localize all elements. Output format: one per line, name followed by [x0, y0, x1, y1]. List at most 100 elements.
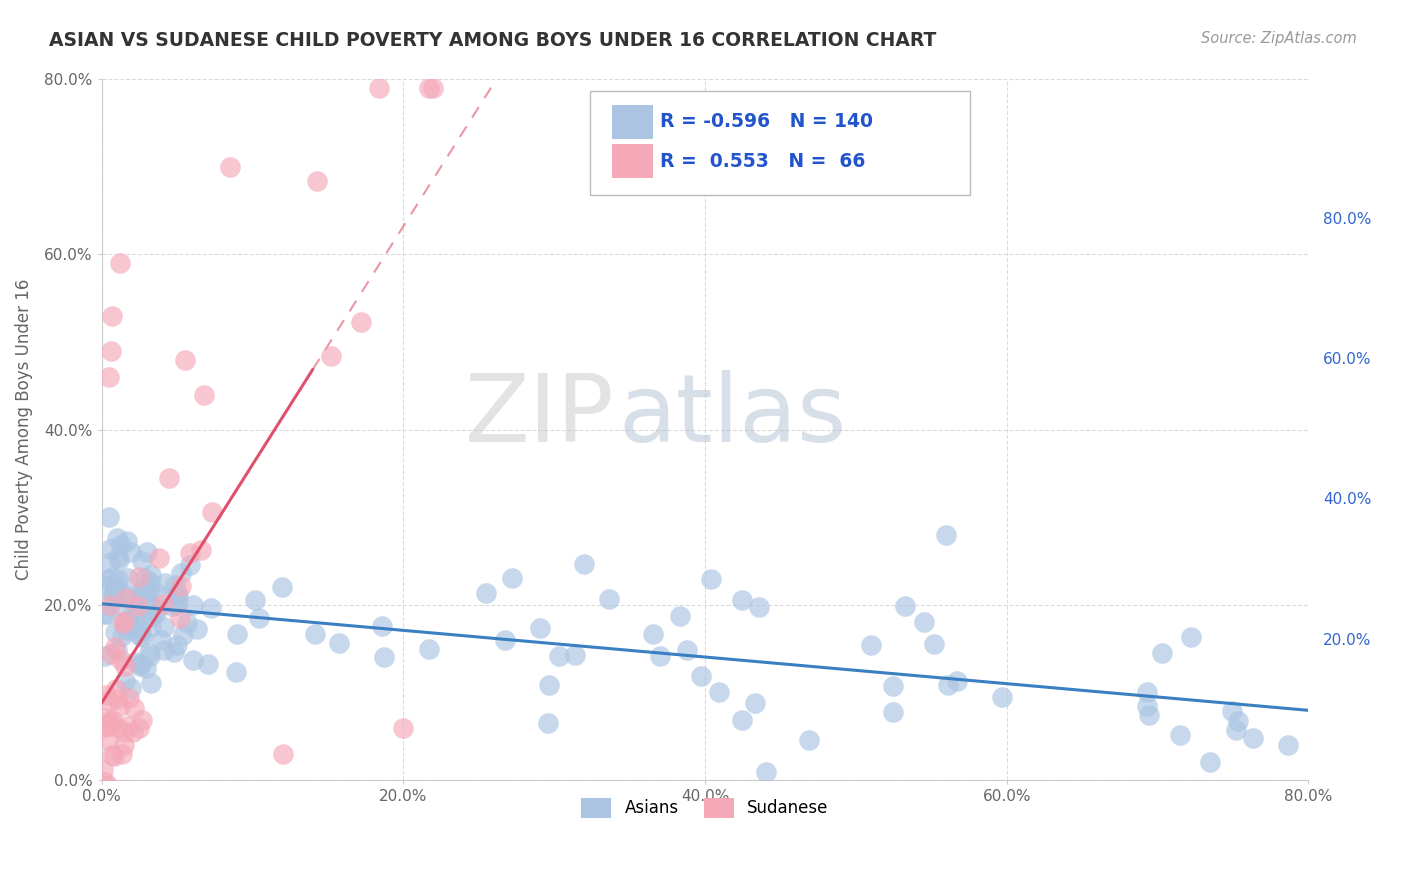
- Point: [1180, 630, 1202, 644]
- Point: [122, 725, 145, 739]
- Point: [474, 586, 496, 600]
- Point: [114, 674, 136, 689]
- Point: [104, 640, 127, 654]
- Point: [94, 711, 117, 725]
- Point: [270, 580, 292, 594]
- Text: 80.0%: 80.0%: [1323, 211, 1371, 227]
- Point: [115, 591, 138, 605]
- Point: [1135, 699, 1157, 714]
- Point: [134, 571, 156, 585]
- Point: [127, 599, 149, 613]
- Text: 20.0%: 20.0%: [1323, 632, 1371, 648]
- Point: [97, 572, 120, 586]
- Point: [135, 586, 157, 600]
- Point: [105, 642, 128, 657]
- Point: [271, 747, 294, 761]
- Point: [166, 595, 188, 609]
- Point: [501, 571, 523, 585]
- Point: [1225, 723, 1247, 738]
- Point: [97, 719, 120, 733]
- Point: [1136, 685, 1159, 699]
- Point: [117, 533, 139, 548]
- Point: [141, 620, 163, 634]
- Point: [117, 571, 139, 585]
- Point: [120, 545, 142, 559]
- FancyBboxPatch shape: [612, 105, 654, 138]
- Point: [104, 625, 127, 640]
- Point: [91, 830, 114, 845]
- Point: [799, 733, 821, 747]
- Point: [548, 648, 571, 663]
- Point: [146, 587, 169, 601]
- Point: [859, 638, 882, 652]
- Point: [169, 611, 191, 625]
- Point: [105, 720, 128, 734]
- Point: [115, 589, 138, 603]
- Point: [418, 80, 440, 95]
- Point: [120, 621, 142, 635]
- Point: [131, 586, 153, 600]
- Point: [108, 699, 131, 714]
- Point: [946, 674, 969, 689]
- Point: [170, 578, 193, 592]
- Point: [128, 657, 150, 671]
- Point: [131, 624, 153, 638]
- Point: [1220, 704, 1243, 718]
- Point: [100, 647, 122, 661]
- Point: [422, 80, 444, 95]
- Point: [114, 618, 136, 632]
- Point: [882, 705, 904, 719]
- Point: [707, 685, 730, 699]
- Point: [94, 774, 117, 789]
- Point: [122, 701, 145, 715]
- Point: [153, 576, 176, 591]
- Point: [141, 610, 163, 624]
- Point: [101, 309, 124, 323]
- Point: [101, 747, 124, 762]
- Point: [100, 785, 122, 799]
- Point: [373, 650, 395, 665]
- Point: [172, 628, 194, 642]
- Point: [131, 630, 153, 644]
- Point: [245, 593, 267, 607]
- Point: [529, 621, 551, 635]
- Point: [676, 643, 699, 657]
- Point: [572, 557, 595, 571]
- Point: [108, 552, 131, 566]
- Point: [105, 531, 128, 545]
- Point: [139, 568, 162, 582]
- Text: 60.0%: 60.0%: [1323, 352, 1371, 367]
- Point: [200, 505, 222, 519]
- Point: [107, 549, 129, 564]
- Point: [167, 588, 190, 602]
- Point: [744, 696, 766, 710]
- Legend: Asians, Sudanese: Asians, Sudanese: [575, 791, 835, 824]
- Text: ZIP: ZIP: [465, 369, 614, 462]
- Point: [173, 352, 195, 367]
- Point: [537, 677, 560, 691]
- FancyBboxPatch shape: [612, 145, 654, 178]
- Point: [166, 586, 188, 600]
- Point: [91, 763, 114, 777]
- Point: [700, 572, 723, 586]
- Point: [307, 174, 329, 188]
- Point: [98, 714, 121, 729]
- Point: [120, 610, 142, 624]
- Point: [131, 713, 153, 727]
- Point: [755, 764, 778, 779]
- Point: [138, 597, 160, 611]
- Point: [153, 643, 176, 657]
- Point: [882, 679, 904, 693]
- Point: [98, 509, 121, 524]
- Point: [98, 557, 121, 571]
- Point: [179, 546, 201, 560]
- Point: [668, 609, 690, 624]
- Point: [128, 721, 150, 735]
- Point: [1226, 714, 1249, 729]
- Point: [112, 615, 135, 630]
- Point: [991, 690, 1014, 705]
- Point: [494, 633, 516, 648]
- Point: [93, 607, 115, 622]
- Point: [1137, 707, 1160, 722]
- Point: [193, 387, 215, 401]
